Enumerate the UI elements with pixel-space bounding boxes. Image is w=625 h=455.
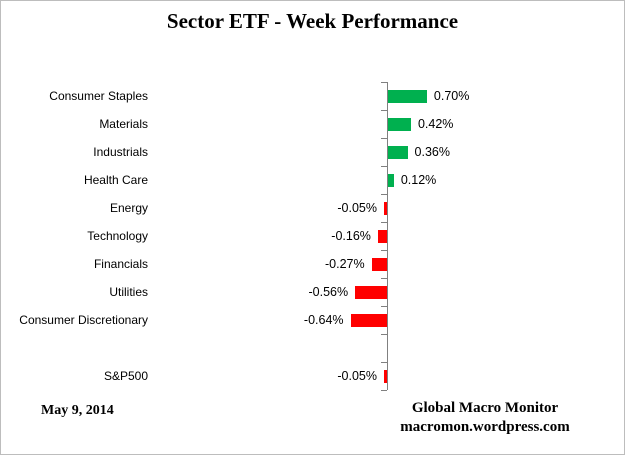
value-label: -0.64% <box>303 313 344 327</box>
axis-tick <box>381 306 387 307</box>
value-label: -0.05% <box>337 201 377 215</box>
axis-tick <box>381 166 387 167</box>
value-label: 0.12% <box>400 173 437 187</box>
source-credit: Global Macro Monitor macromon.wordpress.… <box>383 399 587 437</box>
axis-tick <box>381 138 387 139</box>
axis-tick <box>381 222 387 223</box>
category-label: Consumer Staples <box>49 89 148 103</box>
axis-tick <box>381 278 387 279</box>
chart-bar <box>387 173 394 187</box>
category-label: Technology <box>87 229 148 243</box>
chart-title: Sector ETF - Week Performance <box>166 9 459 33</box>
chart-bar <box>387 89 427 103</box>
axis-tick <box>381 82 387 83</box>
category-label: Consumer Discretionary <box>19 313 148 327</box>
category-label: Utilities <box>109 285 148 299</box>
chart-bar <box>387 117 411 131</box>
chart-bar <box>387 145 408 159</box>
category-label: Energy <box>109 201 148 215</box>
value-label: 0.42% <box>417 117 454 131</box>
value-label: -0.16% <box>331 229 371 243</box>
value-label: -0.56% <box>308 285 349 299</box>
category-label: Financials <box>93 257 148 271</box>
chart-bar <box>384 369 387 383</box>
value-label: 0.70% <box>433 89 470 103</box>
axis-tick <box>381 194 387 195</box>
source-url: macromon.wordpress.com <box>400 419 570 435</box>
axis-tick <box>381 390 387 391</box>
category-label: Industrials <box>93 145 148 159</box>
axis-tick <box>381 110 387 111</box>
chart-bar <box>371 257 387 271</box>
category-label: Health Care <box>83 173 148 187</box>
chart-bar <box>384 201 387 215</box>
source-name: Global Macro Monitor <box>411 400 559 416</box>
chart-bar <box>377 229 387 243</box>
axis-tick <box>381 362 387 363</box>
axis-tick <box>381 250 387 251</box>
category-label: Materials <box>99 117 148 131</box>
category-label: S&P500 <box>103 369 148 383</box>
value-label: -0.05% <box>337 369 377 383</box>
value-label: 0.36% <box>414 145 450 159</box>
category-axis <box>387 82 388 390</box>
value-label: -0.27% <box>325 257 365 271</box>
chart-bar <box>350 313 387 327</box>
axis-tick <box>381 334 387 335</box>
chart-bar <box>355 285 387 299</box>
date-label: May 9, 2014 <box>41 403 114 418</box>
